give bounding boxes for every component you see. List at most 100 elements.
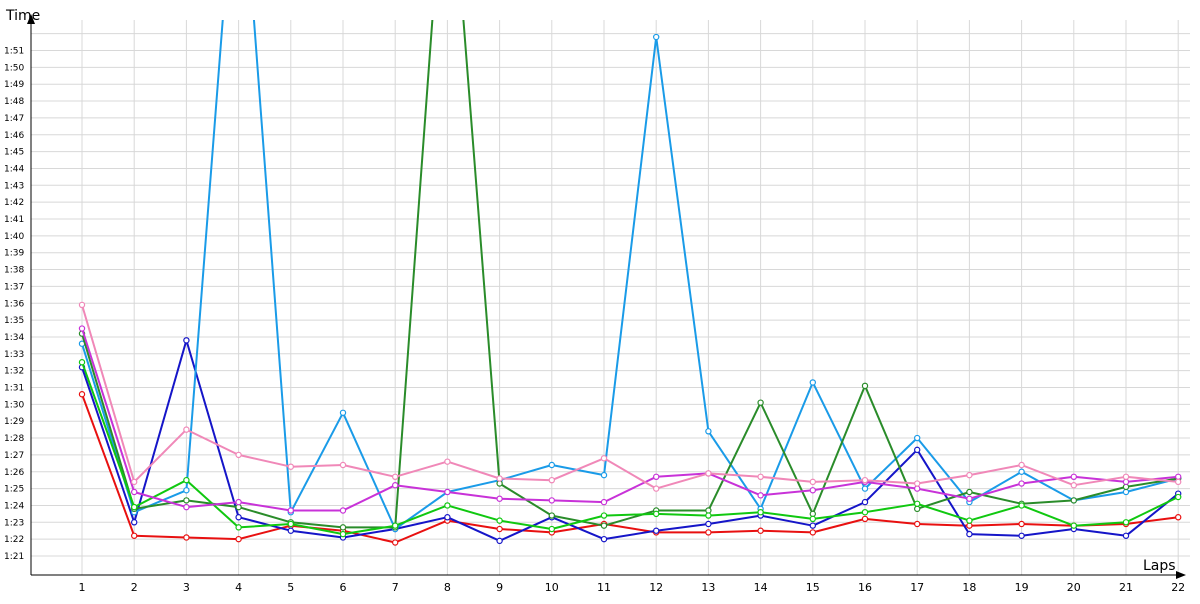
data-point — [914, 480, 921, 487]
data-point — [339, 524, 347, 531]
data-point — [809, 510, 817, 518]
data-point — [287, 527, 294, 534]
x-tick-label: 18 — [962, 581, 976, 594]
x-tick-label: 19 — [1015, 581, 1029, 594]
data-point — [757, 399, 764, 406]
data-point — [1018, 520, 1025, 528]
axes: Time Laps — [5, 8, 1186, 579]
data-point — [130, 488, 138, 496]
data-point — [1122, 483, 1130, 491]
data-point — [1174, 493, 1182, 501]
data-point — [1018, 532, 1025, 539]
data-point — [600, 471, 608, 479]
data-point — [78, 325, 86, 332]
data-point — [600, 535, 608, 543]
data-point — [966, 522, 973, 529]
y-tick-label: 1:44 — [4, 164, 24, 174]
data-point — [183, 487, 190, 494]
data-point — [496, 537, 503, 545]
data-point — [1070, 473, 1078, 481]
data-point — [548, 461, 556, 469]
data-point — [757, 492, 764, 499]
data-point — [1122, 488, 1130, 496]
data-point — [861, 476, 869, 484]
x-tick-label: 22 — [1171, 581, 1185, 594]
y-tick-label: 1:39 — [4, 249, 24, 259]
data-point — [705, 512, 712, 519]
y-tick-label: 1:33 — [4, 350, 24, 360]
data-point — [392, 473, 399, 481]
data-point — [914, 505, 921, 513]
data-point — [183, 503, 190, 511]
data-point — [444, 502, 451, 509]
data-point — [914, 520, 921, 528]
series-line-4 — [81, 20, 1179, 529]
data-point — [1070, 497, 1078, 504]
data-point — [600, 512, 608, 519]
data-point — [1122, 473, 1130, 481]
y-tick-label: 1:34 — [4, 333, 24, 343]
y-tick-label: 1:23 — [4, 518, 24, 528]
x-tick-label: 14 — [754, 581, 768, 594]
data-point — [496, 517, 503, 524]
data-point — [548, 497, 556, 504]
data-point — [339, 409, 347, 416]
y-tick-label: 1:45 — [4, 148, 24, 158]
y-tick-label: 1:21 — [4, 552, 24, 562]
y-axis-arrow-icon — [27, 14, 35, 24]
data-point — [78, 301, 86, 309]
data-point — [1018, 480, 1025, 487]
y-tick-label: 1:37 — [4, 282, 24, 292]
x-tick-label: 3 — [183, 581, 190, 594]
data-point — [966, 488, 973, 496]
y-tick-label: 1:40 — [4, 232, 24, 242]
data-point — [1174, 473, 1182, 481]
data-point — [339, 461, 347, 469]
data-point — [183, 426, 190, 433]
data-point — [914, 500, 921, 507]
data-point — [705, 470, 712, 477]
data-point — [653, 33, 660, 41]
x-tick-label: 10 — [545, 581, 559, 594]
data-point — [287, 507, 294, 514]
y-tick-label: 1:24 — [4, 501, 24, 511]
data-point — [130, 478, 138, 486]
data-point — [287, 463, 294, 470]
data-point — [653, 510, 660, 518]
y-tick-label: 1:30 — [4, 400, 24, 410]
data-point — [392, 522, 399, 529]
series-line-1 — [81, 393, 1179, 544]
data-point — [496, 480, 503, 487]
data-point — [548, 512, 556, 519]
data-point — [235, 451, 242, 459]
data-point — [653, 473, 660, 481]
data-point — [339, 507, 347, 514]
data-point — [966, 471, 973, 479]
y-tick-label: 1:27 — [4, 451, 24, 461]
data-point — [653, 485, 660, 492]
x-tick-label: 21 — [1119, 581, 1133, 594]
data-point — [914, 434, 921, 442]
data-point — [600, 522, 608, 529]
y-tick-label: 1:25 — [4, 485, 24, 495]
y-tick-label: 1:36 — [4, 299, 24, 309]
x-tick-label: 8 — [444, 581, 451, 594]
data-point — [757, 508, 764, 516]
data-point — [130, 532, 138, 539]
data-point — [235, 524, 242, 531]
data-point — [235, 503, 242, 511]
y-tick-label: 1:22 — [4, 535, 24, 545]
data-point — [705, 507, 712, 514]
data-point — [548, 525, 556, 533]
y-axis-title: Time — [5, 8, 40, 24]
y-tick-label: 1:35 — [4, 316, 24, 326]
data-point — [130, 519, 138, 526]
data-point — [600, 498, 608, 506]
data-point — [861, 508, 869, 516]
data-point — [861, 382, 869, 390]
y-tick-label: 1:47 — [4, 114, 24, 124]
y-tick-label: 1:42 — [4, 198, 24, 208]
x-tick-label: 4 — [235, 581, 242, 594]
